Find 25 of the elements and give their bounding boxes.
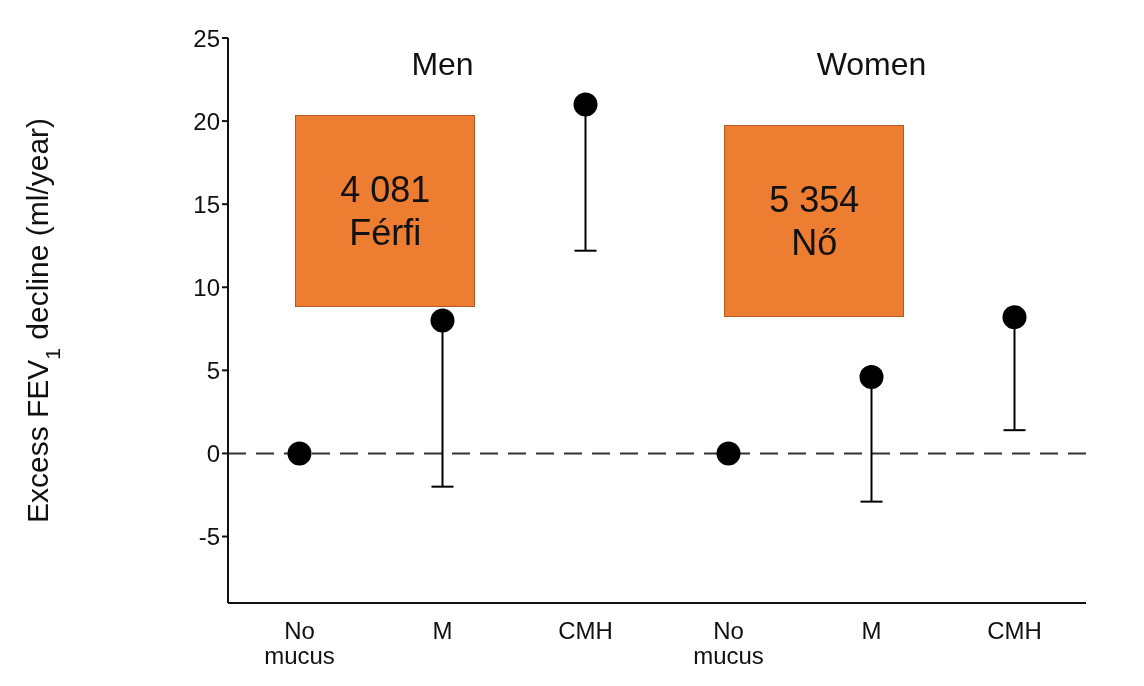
y-tick-label: 25 bbox=[193, 24, 220, 52]
y-tick-label: -5 bbox=[198, 523, 220, 551]
point bbox=[573, 92, 598, 117]
x-tick-label: CMH bbox=[558, 616, 613, 644]
y-tick-label: 15 bbox=[193, 190, 220, 218]
annotation: Women bbox=[815, 46, 928, 84]
annotation: 4 081 Férfi bbox=[340, 167, 431, 254]
note-box: 4 081 Férfi bbox=[295, 114, 476, 307]
y-tick-label: 20 bbox=[193, 107, 220, 135]
point bbox=[1002, 305, 1027, 330]
y-tick-label: 5 bbox=[206, 356, 220, 384]
x-tick-label: CMH bbox=[987, 616, 1042, 644]
point bbox=[430, 308, 455, 333]
annotation: Men bbox=[410, 46, 475, 84]
x-tick-label: No mucus bbox=[693, 616, 764, 669]
y-tick-label: 0 bbox=[206, 439, 220, 467]
y-tick-label: 10 bbox=[193, 273, 220, 301]
x-tick-label: M bbox=[432, 616, 453, 644]
point bbox=[716, 441, 741, 466]
annotation: 5 354 Nő bbox=[769, 177, 860, 264]
x-tick-label: No mucus bbox=[264, 616, 335, 669]
x-tick-label: M bbox=[861, 616, 882, 644]
note-box: 5 354 Nő bbox=[724, 124, 905, 317]
point bbox=[859, 365, 884, 389]
point bbox=[287, 441, 312, 466]
